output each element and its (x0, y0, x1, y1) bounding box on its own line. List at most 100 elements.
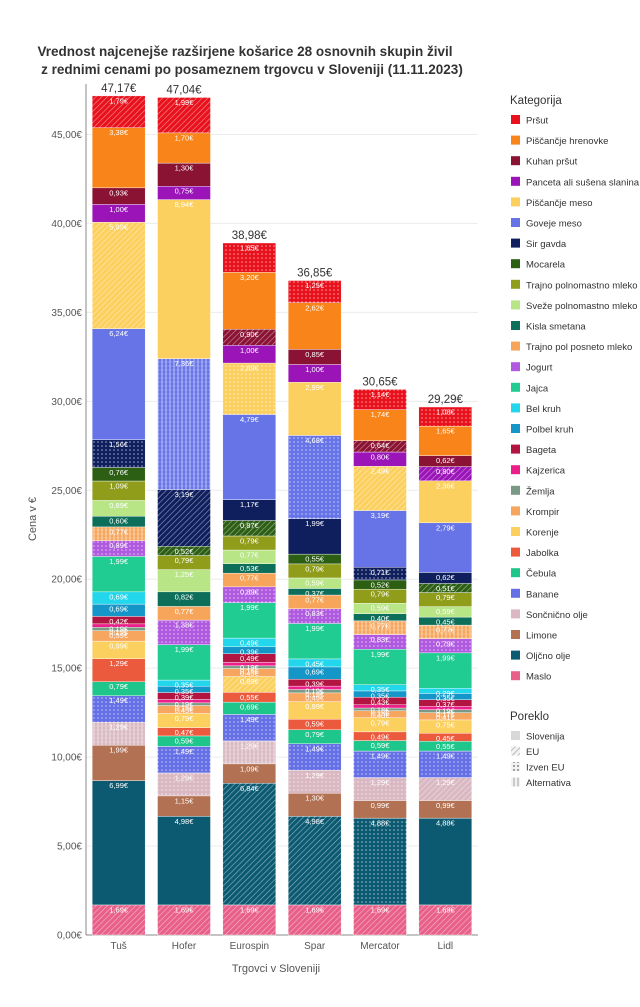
legend-item-limone[interactable]: Limone (511, 630, 557, 642)
legend-swatch (511, 321, 520, 330)
legend-item-kajzerica[interactable]: Kajzerica (511, 465, 566, 477)
segment-value-label: 1,99€ (305, 624, 325, 633)
legend-item-kisla-smetana[interactable]: Kisla smetana (511, 321, 586, 333)
y-tick-label: 35,00€ (51, 308, 82, 319)
segment-value-label: 1,08€ (436, 408, 456, 417)
bar-total-label: 29,29€ (428, 394, 464, 406)
bars: 1,69€ 6,99€ 1,99€ 1,29€ 1,49€ 0,79€ 1,29€ 0,99€… (91, 83, 473, 936)
origin-legend-label: Alternativa (526, 778, 572, 789)
legend-label: Bel kruh (526, 404, 561, 415)
segment-value-label: 0,37€ (305, 589, 325, 598)
legend-swatch (511, 156, 520, 166)
segment-value-label: 0,15€ (240, 666, 260, 675)
legend-swatch (511, 382, 520, 392)
origin-legend-item-eu[interactable]: EU (511, 746, 539, 759)
bar-mercator: 1,69€4,88€0,99€1,29€1,49€0,59€0,49€0,79€… (353, 376, 407, 936)
origin-pattern-overlay (92, 540, 146, 557)
origin-legend-item-izven-eu[interactable]: Izven EU (511, 762, 565, 774)
segment-value-label: 0,40€ (371, 711, 391, 720)
legend-item-jajca[interactable]: Jajca (511, 382, 549, 395)
legend-item-mocarela[interactable]: Mocarela (511, 259, 566, 271)
segment-value-label: 0,77€ (371, 621, 391, 630)
segment-value-label: 0,59€ (371, 604, 391, 613)
segment-value-label: 1,65€ (436, 427, 456, 436)
legend-item-krompir[interactable]: Krompir (511, 506, 559, 518)
legend-item-piscancje-hrenovke[interactable]: Piščančje hrenovke (511, 135, 608, 148)
legend-label: Banane (526, 589, 559, 600)
segment-value-label: 1,30€ (305, 794, 325, 803)
origin-pattern-overlay (353, 777, 407, 801)
segment-value-label: 0,79€ (436, 639, 456, 648)
segment-value-label: 0,19€ (240, 663, 260, 672)
segment-value-label: 1,49€ (175, 747, 195, 756)
origin-legend-item-alternativa[interactable]: Alternativa (511, 777, 572, 790)
legend-item-panceta-ali-susena-slanina[interactable]: Panceta ali sušena slanina (511, 176, 640, 189)
origin-pattern-overlay (418, 625, 472, 639)
segment-value-label: 0,59€ (109, 631, 129, 640)
segment-value-label: 1,00€ (109, 205, 129, 214)
segment-value-label: 0,60€ (109, 517, 129, 526)
origin-pattern-overlay (353, 904, 407, 935)
segment-value-label: 1,69€ (109, 905, 129, 914)
legend-item-trajno-pol-posneto-mleko[interactable]: Trajno pol posneto mleko (511, 341, 632, 354)
legend-item-sveze-polnomastno-mleko[interactable]: Sveže polnomastno mleko (511, 300, 637, 312)
legend-item-soncnicno-olje[interactable]: Sončnično olje (511, 609, 588, 621)
x-axis-title: Trgovci v Sloveniji (232, 963, 320, 975)
segment-value-label: 0,35€ (436, 694, 456, 703)
legend-swatch (511, 444, 520, 454)
origin-legend-title: Poreklo (510, 711, 549, 723)
legend-item-piscancje-meso[interactable]: Piščančje meso (511, 197, 593, 209)
origin-legend-item-slovenija[interactable]: Slovenija (511, 731, 565, 743)
segment-value-label: 0,17€ (436, 710, 456, 719)
legend-item-jogurt[interactable]: Jogurt (511, 362, 553, 374)
segment-value-label: 0,79€ (371, 718, 391, 727)
legend-label: Maslo (526, 672, 551, 683)
legend-swatch (511, 135, 520, 145)
legend-item-polbel-kruh[interactable]: Polbel kruh (511, 424, 574, 436)
segment-value-label: 0,87€ (240, 521, 260, 530)
legend-item-bel-kruh[interactable]: Bel kruh (511, 403, 561, 415)
legend-item-oljcno-olje[interactable]: Oljčno olje (511, 650, 570, 663)
legend-item-prsut[interactable]: Pršut (511, 115, 549, 127)
segment-value-label: 3,38€ (109, 128, 129, 137)
y-tick-label: 20,00€ (51, 575, 82, 586)
legend-item-sir-gavda[interactable]: Sir gavda (511, 238, 567, 251)
legend-item-banane[interactable]: Banane (511, 588, 559, 601)
segment-value-label: 1,49€ (371, 752, 391, 761)
origin-pattern-overlay (288, 435, 342, 519)
legend-item-cebula[interactable]: Čebula (511, 568, 557, 580)
segment-value-label: 1,99€ (305, 519, 325, 528)
legend-swatch (511, 650, 520, 660)
legend-swatch (511, 218, 520, 227)
bar-segment-limone (91, 744, 146, 781)
origin-pattern-overlay (418, 638, 472, 653)
legend-item-maslo[interactable]: Maslo (511, 671, 551, 683)
origin-pattern-overlay (353, 440, 407, 453)
segment-value-label: 2,62€ (305, 303, 325, 312)
segment-value-label: 0,80€ (436, 467, 456, 476)
legend-item-zemlja[interactable]: Žemlja (511, 485, 555, 498)
origin-pattern-overlay (418, 407, 472, 427)
legend-item-kuhan-prsut[interactable]: Kuhan pršut (511, 156, 578, 168)
legend-item-bageta[interactable]: Bageta (511, 444, 557, 457)
segment-value-label: 1,29€ (109, 723, 129, 732)
segment-value-label: 1,09€ (240, 764, 260, 773)
y-tick-label: 10,00€ (51, 753, 82, 764)
segment-value-label: 0,19€ (305, 690, 325, 699)
segment-value-label: 0,35€ (175, 687, 195, 696)
segment-value-label: 0,19€ (175, 700, 195, 709)
legend-item-trajno-polnomastno-mleko[interactable]: Trajno polnomastno mleko (511, 279, 638, 292)
segment-value-label: 0,69€ (109, 592, 129, 601)
chart-title-line-2: z rednimi cenami po posameznem trgovcu v… (41, 62, 463, 77)
origin-pattern-overlay (92, 439, 146, 468)
legend-item-goveje-meso[interactable]: Goveje meso (511, 218, 582, 230)
segment-value-label: 0,77€ (240, 551, 260, 560)
legend-swatch (511, 238, 520, 248)
legend-swatch (511, 465, 520, 475)
legend-item-korenje[interactable]: Korenje (511, 527, 559, 539)
origin-legend-label: EU (526, 747, 539, 758)
y-tick-label: 45,00€ (51, 130, 82, 141)
legend-label: Kisla smetana (526, 322, 586, 333)
legend-item-jabolka[interactable]: Jabolka (511, 547, 559, 560)
